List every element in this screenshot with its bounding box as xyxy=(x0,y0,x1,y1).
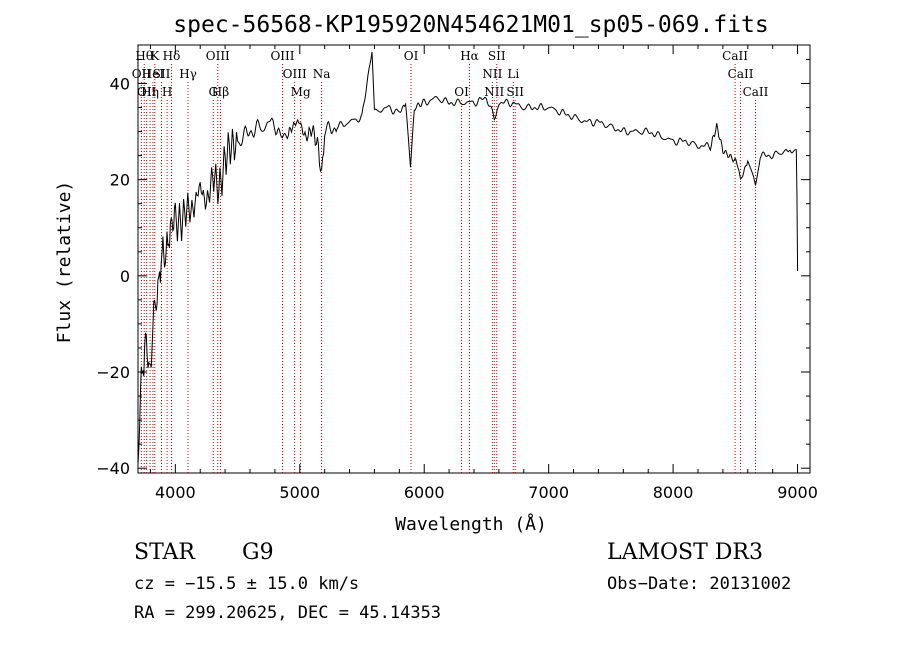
redshift-text: cz = −15.5 ± 15.0 km/s xyxy=(134,574,360,594)
spectral-line-label: Mg xyxy=(291,85,311,99)
object-subclass: G9 xyxy=(242,540,274,565)
spectral-line-label: G xyxy=(208,85,218,99)
x-tick-label: 4000 xyxy=(155,483,196,502)
y-tick-label: 0 xyxy=(120,267,130,286)
spectral-line-label: OII xyxy=(132,67,152,81)
spectral-line-label: OI xyxy=(454,85,469,99)
spectral-line-label: Hγ xyxy=(179,67,197,81)
spectral-line-label: CaII xyxy=(743,85,769,99)
x-tick-label: 6000 xyxy=(404,483,445,502)
spectral-line-label: OI xyxy=(404,49,419,63)
x-tick-label: 9000 xyxy=(777,483,818,502)
spectral-line-label: SII xyxy=(153,67,171,81)
y-axis-label: Flux (relative) xyxy=(54,181,75,344)
spectral-line-label: NII xyxy=(482,67,502,81)
spectral-line-label: SII xyxy=(506,85,524,99)
spectral-line-label: Hα xyxy=(460,49,479,63)
spectral-line-label: Na xyxy=(313,67,331,81)
coordinates-text: RA = 299.20625, DEC = 45.14353 xyxy=(134,603,442,623)
y-tick-label: 20 xyxy=(110,171,130,190)
x-tick-label: 8000 xyxy=(653,483,694,502)
spectral-line-label: Hη xyxy=(141,85,159,99)
survey-name: LAMOST DR3 xyxy=(607,540,763,565)
axis-ticks: 4000 5000 6000 7000 8000 9000 −40 −20 0 20 40 xyxy=(96,45,818,502)
chart-title: spec-56568-KP195920N454621M01_sp05-069.f… xyxy=(173,12,768,38)
object-class: STAR xyxy=(134,540,195,565)
x-axis-label: Wavelength (Å) xyxy=(395,513,547,535)
spectral-line-label: OIII xyxy=(206,49,230,63)
y-tick-label: −20 xyxy=(96,363,130,382)
spectral-line-label: H xyxy=(162,85,172,99)
y-tick-label: 40 xyxy=(110,74,130,93)
x-tick-label: 7000 xyxy=(528,483,569,502)
spectral-line-label: K xyxy=(150,49,160,63)
obs-date-text: Obs−Date: 20131002 xyxy=(607,574,792,594)
spectral-line-label: HeI xyxy=(142,67,165,81)
spectral-line-label: CaII xyxy=(722,49,748,63)
spectral-line-label: CaII xyxy=(728,67,754,81)
spectral-line-label: Li xyxy=(507,67,519,81)
y-tick-label: −40 xyxy=(96,459,130,478)
spectral-line-label: NII xyxy=(484,85,504,99)
flux-series-line xyxy=(137,51,799,465)
spectral-line-label: OIII xyxy=(283,67,307,81)
x-tick-label: 5000 xyxy=(279,483,320,502)
spectral-line-label: OIII xyxy=(270,49,294,63)
spectral-line-label: OII xyxy=(137,85,157,99)
plot-frame xyxy=(137,44,811,474)
spectral-line-label: Hδ xyxy=(163,49,181,63)
spectral-line-markers: OIIHθOIIHηHeIKSIIHHδHγGOIIIHβOIIIOIIIMgN… xyxy=(132,49,769,473)
spectral-line-label: Hβ xyxy=(212,85,229,99)
spectral-line-label: SII xyxy=(488,49,506,63)
